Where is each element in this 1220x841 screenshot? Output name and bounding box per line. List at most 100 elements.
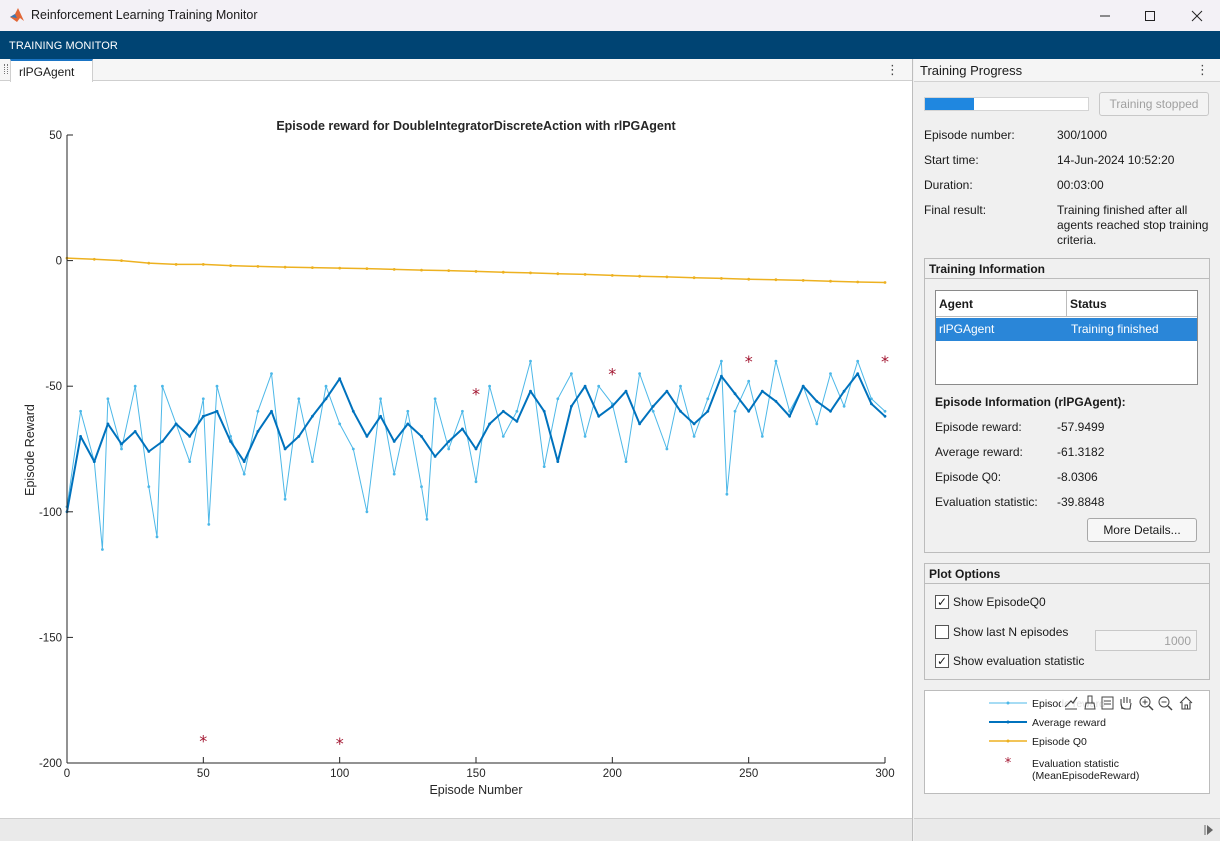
training-stopped-button[interactable]: Training stopped (1099, 92, 1209, 116)
series-1-point (324, 384, 328, 388)
series-3-point (692, 276, 696, 280)
plot-options-title: Plot Options (925, 564, 1209, 584)
reward-plot[interactable]: * * * * * * 0 50 100 150 200 250 300 -200 -150 -100 -50… (0, 59, 912, 817)
series-2-point (665, 389, 669, 393)
series-2-point (760, 389, 764, 393)
series-3-point (720, 277, 723, 280)
series-3-point (638, 274, 641, 278)
zoom-in-icon[interactable] (1139, 696, 1154, 711)
series-2-point (801, 384, 805, 388)
series-1-point (447, 447, 451, 451)
series-3-point (883, 281, 887, 284)
x-tick-label: 50 (197, 768, 210, 780)
progress-fill (925, 98, 974, 110)
series-2-point (815, 399, 819, 403)
collapse-panel-icon[interactable] (1204, 824, 1214, 836)
series-2-point (229, 440, 233, 443)
series-2-point (542, 409, 546, 413)
evaluation-statistic-value: -39.8848 (1057, 495, 1105, 509)
show-evaluation-statistic-label: Show evaluation statistic (953, 654, 1085, 668)
series-2-point (461, 427, 464, 431)
series-2-point (420, 435, 423, 438)
series-1-point (351, 447, 355, 451)
y-tick-label: 50 (49, 130, 62, 142)
series-2-point (733, 392, 737, 396)
series-1-point (679, 384, 682, 388)
series-1-point (79, 409, 82, 413)
series-1-point (147, 485, 151, 489)
series-1-point (155, 535, 159, 539)
table-row[interactable]: rlPGAgent Training finished (936, 318, 1197, 341)
series-1-point (624, 460, 628, 463)
tab-rlpgagent[interactable]: rlPGAgent (10, 59, 93, 82)
series-1-point (651, 409, 655, 413)
series-1-point (101, 548, 104, 551)
series-3-point (556, 272, 560, 276)
series-2-point (392, 440, 396, 443)
series-2-point (270, 409, 273, 413)
table-header-agent[interactable]: Agent (936, 291, 1067, 317)
series-3-point (829, 279, 832, 283)
show-evaluation-statistic-checkbox[interactable]: ✓ (935, 654, 949, 668)
series-2-point (256, 430, 260, 433)
series-1-point (725, 492, 729, 496)
datatip-icon[interactable] (1101, 696, 1114, 710)
series-2-point (79, 435, 82, 438)
y-tick-label: -50 (45, 381, 62, 393)
series-1-point (515, 409, 519, 413)
show-last-n-checkbox[interactable] (935, 625, 949, 639)
series-1-point (270, 372, 273, 375)
series-3-point (747, 277, 751, 281)
series-1-point (747, 379, 751, 383)
series-1-point (242, 472, 246, 476)
toolstrip-tab-training-monitor[interactable]: TRAINING MONITOR (9, 40, 118, 52)
start-time-value: 14-Jun-2024 10:52:20 (1057, 153, 1175, 167)
series-2-point (201, 414, 205, 418)
series-1-point (692, 435, 696, 438)
series-3-point (801, 279, 805, 282)
series-1-point (106, 397, 110, 401)
legend-item-episode-q0: Episode Q0 (989, 736, 1087, 748)
series-1-point (201, 397, 205, 401)
more-options-icon[interactable]: ⋮ (886, 62, 899, 77)
series-3-point (92, 257, 96, 261)
table-header-status[interactable]: Status (1067, 291, 1197, 317)
series-3-point (201, 263, 205, 266)
series-1-point (283, 497, 287, 501)
evaluation-marker-icon: * (1005, 756, 1012, 771)
series-2-point (406, 422, 410, 426)
series-2-point (283, 447, 287, 451)
legend-item-average-reward: Average reward (989, 717, 1106, 729)
series-1-point (338, 422, 342, 426)
home-icon[interactable] (1179, 696, 1193, 710)
last-n-episodes-input[interactable]: 1000 (1095, 630, 1197, 651)
series-1-point (256, 409, 260, 413)
more-details-button[interactable]: More Details... (1087, 518, 1197, 542)
series-line-1 (66, 360, 886, 550)
series-1-point (720, 359, 723, 363)
series-3-point (283, 265, 287, 269)
zoom-out-icon[interactable] (1158, 696, 1173, 711)
series-1-point (733, 409, 737, 413)
brush-icon[interactable] (1084, 695, 1096, 710)
pan-icon[interactable] (1120, 697, 1132, 710)
series-2-point (501, 409, 505, 413)
series-3-point (147, 261, 151, 265)
start-time-label: Start time: (924, 153, 979, 167)
show-episode-q0-checkbox[interactable]: ✓ (935, 595, 949, 609)
training-information-title: Training Information (925, 259, 1209, 279)
series-1-point (392, 472, 396, 476)
minimize-button[interactable] (1082, 0, 1128, 31)
export-icon[interactable] (1064, 696, 1078, 710)
series-1-point (311, 460, 314, 463)
more-options-icon[interactable]: ⋮ (1196, 62, 1209, 77)
tab-grip-icon[interactable] (4, 64, 8, 74)
maximize-button[interactable] (1127, 0, 1173, 31)
close-button[interactable] (1174, 0, 1220, 31)
series-2-point (720, 374, 723, 378)
series-1-point (501, 435, 505, 438)
series-3-point (365, 267, 369, 270)
maximize-icon (1145, 10, 1155, 21)
series-2-point (883, 414, 887, 418)
series-2-point (311, 414, 314, 418)
